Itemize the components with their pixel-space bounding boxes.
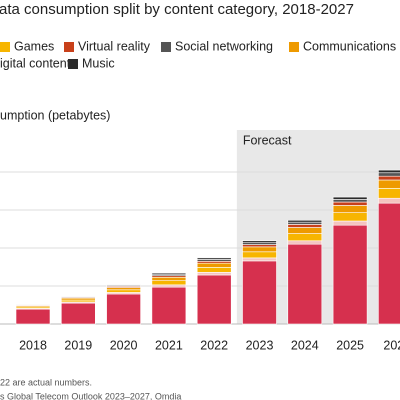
bar-segment xyxy=(378,169,400,174)
legend-swatch xyxy=(161,42,171,52)
bar-segment xyxy=(151,286,187,325)
bar-segment xyxy=(196,257,232,260)
footnote: 22 are actual numbers. xyxy=(0,377,92,387)
chart-title: ata consumption split by content categor… xyxy=(0,1,354,18)
bar-segment xyxy=(106,284,141,286)
legend-swatch xyxy=(64,42,74,52)
bar-segment xyxy=(378,197,400,204)
bar-segment xyxy=(378,172,400,177)
bar-segment xyxy=(151,276,187,281)
bar-segment xyxy=(196,272,232,276)
bar-segment xyxy=(332,196,368,200)
bar-segment xyxy=(242,260,277,325)
bar-segment xyxy=(151,280,187,286)
legend-label: igital content xyxy=(0,56,71,70)
bar-segment xyxy=(287,221,323,225)
bar-segment xyxy=(106,289,141,293)
bar-segment xyxy=(287,233,323,242)
bar-segment xyxy=(106,293,141,325)
x-tick-label: 2021 xyxy=(155,338,183,352)
x-tick-label: 2020 xyxy=(110,338,138,352)
bar-segment xyxy=(196,267,232,273)
legend-swatch xyxy=(68,59,78,69)
x-tick-label: 2025 xyxy=(336,338,364,352)
bar-segment xyxy=(378,175,400,181)
bar-segment xyxy=(242,246,277,253)
y-axis-label: umption (petabytes) xyxy=(0,108,110,122)
x-tick-label: 2022 xyxy=(200,338,228,352)
bar-segment xyxy=(242,251,277,259)
bar-segment xyxy=(332,224,368,325)
legend-swatch xyxy=(0,42,10,52)
x-tick-label: 2018 xyxy=(19,338,47,352)
legend-label: Games xyxy=(14,39,54,53)
legend-swatch xyxy=(289,42,299,52)
bar-segment xyxy=(332,205,368,213)
bar-segment xyxy=(332,212,368,222)
source: s Global Telecom Outlook 2023–2027, Omdi… xyxy=(0,391,181,400)
bar-segment xyxy=(15,308,51,325)
x-tick-label: 2023 xyxy=(246,338,274,352)
forecast-label: Forecast xyxy=(243,133,292,147)
bar-segment xyxy=(287,243,323,325)
bar-segment xyxy=(378,188,400,199)
bar-segment xyxy=(242,257,277,262)
bar-segment xyxy=(151,272,187,275)
legend-label: Virtual reality xyxy=(78,39,151,53)
bar-segment xyxy=(151,284,187,288)
bar-segment xyxy=(60,302,96,325)
legend-label: Communications xyxy=(303,39,396,53)
bar-segment xyxy=(287,227,323,234)
bar-segment xyxy=(287,224,323,228)
legend-label: Music xyxy=(82,56,115,70)
bar-segment xyxy=(196,274,232,325)
x-tick-label: 202 xyxy=(383,338,400,352)
legend-label: Social networking xyxy=(175,39,273,53)
x-tick-label: 2019 xyxy=(64,338,92,352)
bar-segment xyxy=(378,179,400,189)
bar-segment xyxy=(196,262,232,268)
bar-segment xyxy=(287,240,323,245)
bar-segment xyxy=(287,219,323,223)
x-tick-label: 2024 xyxy=(291,338,319,352)
bar-segment xyxy=(332,220,368,226)
bar-segment xyxy=(378,202,400,325)
bar-segment xyxy=(106,287,141,291)
bar-segment xyxy=(332,199,368,203)
bar-segment xyxy=(242,240,277,243)
bar-segment xyxy=(332,201,368,206)
bar-segment xyxy=(242,244,277,248)
